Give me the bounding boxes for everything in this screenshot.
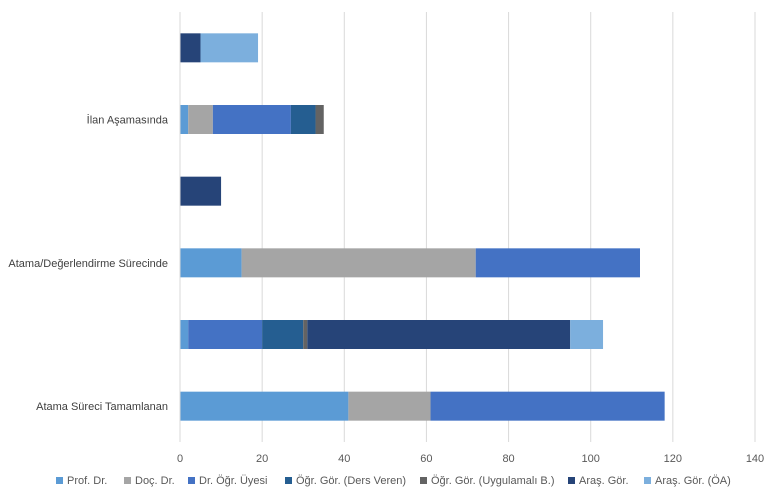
gridlines [179, 12, 756, 442]
bar-cat0-series1 [348, 391, 431, 421]
legend-item-1: Doç. Dr. [124, 475, 175, 487]
category-label-4: İlan Aşamasında [87, 114, 169, 127]
x-tick-label-0: 0 [177, 453, 183, 465]
x-tick-label-20: 20 [256, 453, 268, 465]
legend-label-3: Öğr. Gör. (Ders Veren) [296, 475, 406, 487]
bar-cat1-series6 [570, 320, 604, 349]
x-tick-label-100: 100 [582, 453, 600, 465]
bar-cat4-series0 [180, 105, 189, 134]
bar-cat1-series4 [303, 320, 308, 349]
legend-item-4: Öğr. Gör. (Uygulamalı B.) [420, 475, 554, 487]
bar-cat2-series1 [241, 248, 476, 278]
bar-cat2-series2 [475, 248, 640, 278]
bar-cat1-series0 [180, 320, 189, 349]
value-axis: 0 20 40 60 80 100 120 140 [177, 453, 764, 465]
bar-cat0-series0 [180, 391, 349, 421]
bar-cat0-series2 [430, 391, 665, 421]
legend-swatch-0 [56, 477, 63, 484]
bar-cat4-series4 [315, 105, 324, 134]
bar-cat1-series3 [262, 320, 304, 349]
x-tick-label-60: 60 [420, 453, 432, 465]
category-axis: Atama Süreci Tamamlanan Atama/Değerlendir… [8, 12, 181, 442]
bars [180, 33, 665, 421]
bar-cat5-series6 [200, 33, 259, 63]
legend: Prof. Dr. Doç. Dr. Dr. Öğr. Üyesi Öğr. Gör.… [56, 475, 731, 487]
bar-cat4-series2 [212, 105, 291, 134]
legend-item-2: Dr. Öğr. Üyesi [188, 475, 267, 487]
legend-label-1: Doç. Dr. [135, 475, 175, 487]
bar-cat1-series5 [307, 320, 571, 349]
legend-item-0: Prof. Dr. [56, 475, 107, 487]
legend-label-2: Dr. Öğr. Üyesi [199, 475, 267, 487]
legend-label-6: Araş. Gör. (ÖA) [655, 475, 731, 487]
category-label-0: Atama Süreci Tamamlanan [36, 401, 168, 413]
legend-swatch-3 [285, 477, 292, 484]
bar-cat4-series3 [290, 105, 316, 134]
legend-item-5: Araş. Gör. [568, 475, 629, 487]
legend-swatch-2 [188, 477, 195, 484]
bar-cat5-series5 [180, 33, 201, 63]
bar-cat4-series1 [188, 105, 213, 134]
x-tick-label-40: 40 [338, 453, 350, 465]
category-label-2: Atama/Değerlendirme Sürecinde [8, 258, 168, 270]
x-tick-label-80: 80 [502, 453, 514, 465]
legend-swatch-5 [568, 477, 575, 484]
legend-item-6: Araş. Gör. (ÖA) [644, 475, 731, 487]
bar-cat2-series0 [180, 248, 242, 278]
legend-swatch-1 [124, 477, 131, 484]
bar-cat1-series2 [188, 320, 263, 349]
legend-label-4: Öğr. Gör. (Uygulamalı B.) [431, 475, 554, 487]
x-tick-label-140: 140 [746, 453, 764, 465]
legend-item-3: Öğr. Gör. (Ders Veren) [285, 475, 406, 487]
bar-cat3-series5 [180, 176, 222, 206]
legend-swatch-4 [420, 477, 427, 484]
legend-swatch-6 [644, 477, 651, 484]
legend-label-0: Prof. Dr. [67, 475, 107, 487]
legend-label-5: Araş. Gör. [579, 475, 629, 487]
x-tick-label-120: 120 [664, 453, 682, 465]
